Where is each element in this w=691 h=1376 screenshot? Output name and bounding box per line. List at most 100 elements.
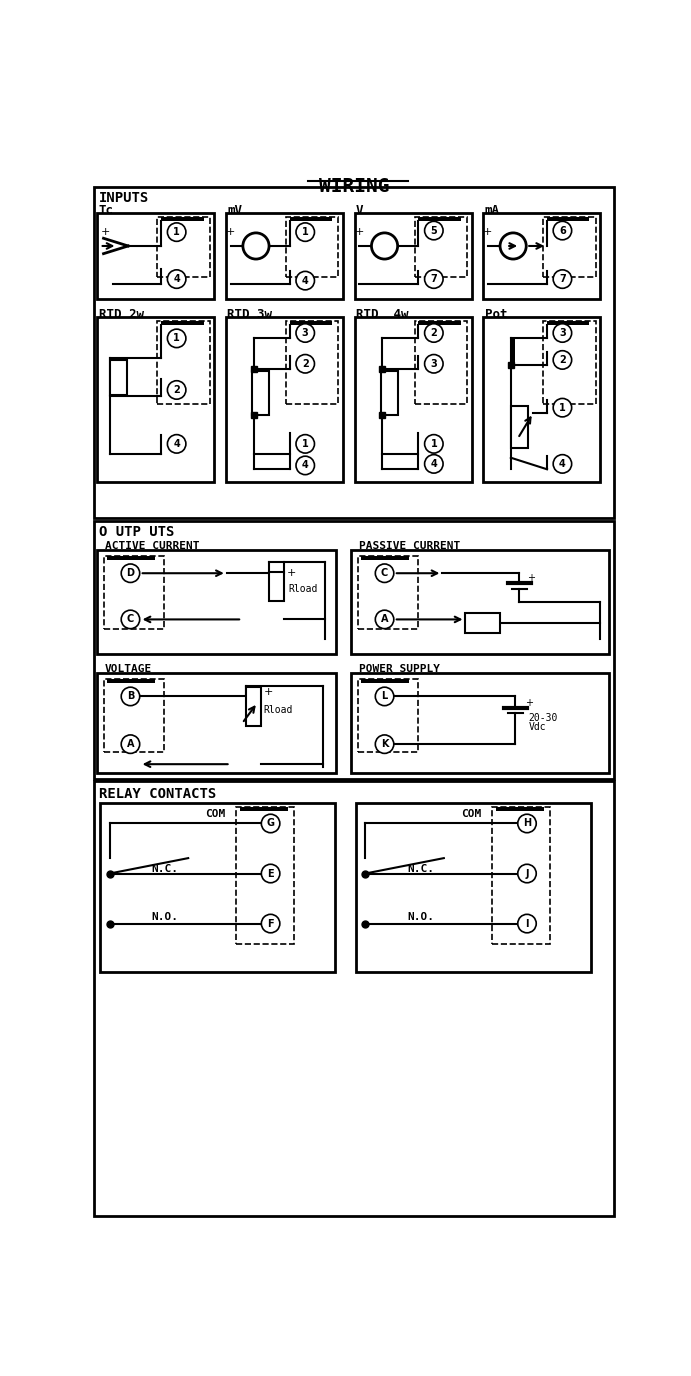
- Circle shape: [424, 270, 443, 289]
- Bar: [415, 216, 467, 277]
- Text: N.O.: N.O.: [151, 912, 178, 922]
- Bar: [104, 678, 164, 751]
- Text: 2: 2: [173, 385, 180, 395]
- Bar: [358, 678, 417, 751]
- Text: 2: 2: [430, 327, 437, 338]
- Bar: [419, 321, 461, 325]
- Bar: [158, 321, 210, 403]
- Circle shape: [518, 815, 536, 832]
- Text: RELAY CONTACTS: RELAY CONTACTS: [99, 787, 216, 801]
- Text: G: G: [267, 819, 274, 828]
- Bar: [511, 338, 515, 365]
- Circle shape: [261, 815, 280, 832]
- Text: 6: 6: [559, 226, 566, 235]
- Circle shape: [296, 271, 314, 290]
- Text: +: +: [483, 227, 493, 237]
- Text: 4: 4: [559, 458, 566, 469]
- Text: L: L: [381, 691, 388, 702]
- Bar: [161, 216, 204, 222]
- Bar: [493, 806, 550, 944]
- Text: 4: 4: [302, 461, 309, 471]
- Text: +: +: [380, 235, 389, 245]
- Text: 2: 2: [302, 359, 309, 369]
- Circle shape: [121, 735, 140, 754]
- Text: A: A: [381, 615, 388, 625]
- Text: D: D: [126, 568, 135, 578]
- Text: 1: 1: [302, 439, 309, 449]
- Circle shape: [261, 914, 280, 933]
- Text: 1: 1: [173, 227, 180, 237]
- Text: WIRING: WIRING: [319, 176, 389, 195]
- Bar: [483, 213, 600, 299]
- Text: 3: 3: [559, 327, 566, 338]
- Text: 2: 2: [559, 355, 566, 365]
- Text: 4: 4: [430, 458, 437, 469]
- Bar: [240, 806, 287, 810]
- Circle shape: [167, 270, 186, 289]
- Circle shape: [553, 399, 571, 417]
- Bar: [236, 806, 294, 944]
- Text: +: +: [226, 227, 235, 237]
- Circle shape: [375, 735, 394, 754]
- Bar: [286, 321, 339, 403]
- Bar: [226, 213, 343, 299]
- Circle shape: [243, 233, 269, 259]
- Circle shape: [167, 329, 186, 348]
- Bar: [94, 522, 614, 779]
- Circle shape: [424, 222, 443, 239]
- Circle shape: [500, 233, 527, 259]
- Bar: [290, 216, 332, 222]
- Bar: [352, 550, 609, 654]
- Bar: [269, 571, 285, 601]
- Text: 4: 4: [173, 274, 180, 283]
- Text: VOLTAGE: VOLTAGE: [105, 665, 152, 674]
- Bar: [94, 187, 614, 517]
- Bar: [358, 556, 417, 629]
- Text: 3: 3: [302, 327, 309, 338]
- Bar: [354, 213, 471, 299]
- Bar: [97, 550, 336, 654]
- Bar: [161, 321, 204, 325]
- Bar: [352, 673, 609, 773]
- Text: C: C: [127, 615, 134, 625]
- Bar: [547, 321, 589, 325]
- Text: A: A: [126, 739, 134, 749]
- Text: RTD 2w: RTD 2w: [99, 308, 144, 321]
- Text: RTD 3w: RTD 3w: [227, 308, 272, 321]
- Circle shape: [296, 355, 314, 373]
- Circle shape: [553, 454, 571, 473]
- Bar: [483, 316, 600, 483]
- Text: COM: COM: [205, 809, 225, 819]
- Text: Tc: Tc: [99, 204, 114, 216]
- Bar: [547, 216, 589, 222]
- Text: +: +: [287, 568, 296, 578]
- Circle shape: [261, 864, 280, 883]
- Text: 7: 7: [430, 274, 437, 283]
- Bar: [158, 216, 210, 277]
- Circle shape: [167, 381, 186, 399]
- Text: Pot: Pot: [484, 308, 507, 321]
- Text: C: C: [381, 568, 388, 578]
- Text: COM: COM: [462, 809, 482, 819]
- Text: H: H: [523, 819, 531, 828]
- Circle shape: [375, 564, 394, 582]
- Bar: [97, 316, 214, 483]
- Bar: [419, 216, 461, 222]
- Text: O UTP UTS: O UTP UTS: [99, 526, 174, 539]
- Circle shape: [424, 323, 443, 343]
- Text: +: +: [524, 698, 533, 707]
- Circle shape: [167, 223, 186, 241]
- Bar: [361, 678, 409, 684]
- Circle shape: [424, 454, 443, 473]
- Bar: [94, 782, 614, 1216]
- Circle shape: [553, 351, 571, 369]
- Text: 4: 4: [173, 439, 180, 449]
- Bar: [356, 802, 591, 971]
- Text: mV: mV: [227, 204, 243, 216]
- Text: E: E: [267, 868, 274, 878]
- Bar: [290, 321, 332, 325]
- Circle shape: [296, 323, 314, 343]
- Text: 1: 1: [302, 227, 309, 237]
- Bar: [511, 406, 528, 449]
- Text: +: +: [354, 227, 364, 237]
